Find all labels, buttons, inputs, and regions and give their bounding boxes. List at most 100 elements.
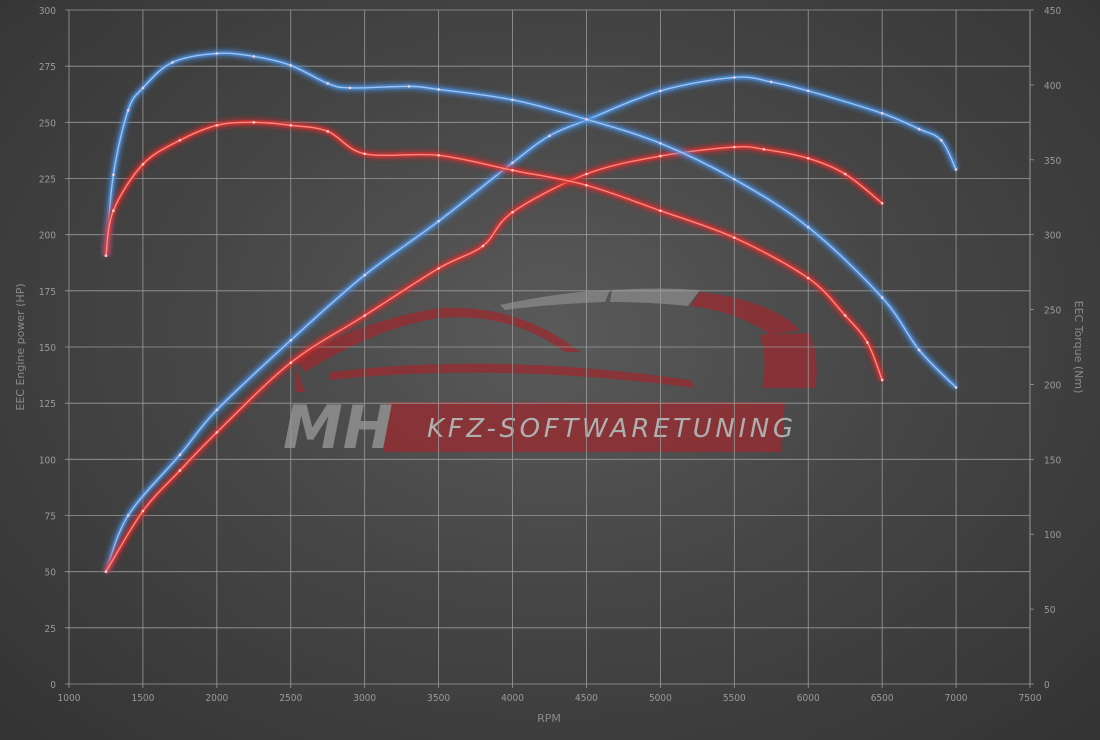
y2-tick-label: 450 xyxy=(1044,6,1061,17)
data-point xyxy=(437,88,440,91)
data-point xyxy=(104,570,108,573)
x-tick-label: 7500 xyxy=(1019,693,1042,704)
y2-tick-label: 200 xyxy=(1044,380,1061,391)
data-point xyxy=(585,172,588,176)
y2-tick-label: 0 xyxy=(1044,680,1050,691)
y2-tick-label: 50 xyxy=(1044,605,1056,616)
data-point xyxy=(843,172,847,176)
data-point xyxy=(363,314,366,317)
x-tick-label: 5500 xyxy=(723,693,746,704)
data-point xyxy=(880,201,884,205)
data-point xyxy=(880,378,884,382)
data-point xyxy=(880,112,884,115)
data-point xyxy=(917,127,921,131)
data-point xyxy=(326,82,330,85)
y-tick-label: 0 xyxy=(50,680,56,691)
y-tick-label: 250 xyxy=(39,118,56,129)
y-tick-label: 50 xyxy=(45,568,57,579)
data-point xyxy=(215,124,219,127)
data-point xyxy=(733,177,736,181)
data-point xyxy=(348,86,352,90)
data-point xyxy=(917,348,921,352)
data-point xyxy=(215,431,219,434)
data-point xyxy=(215,52,219,55)
data-point xyxy=(954,168,958,171)
data-point xyxy=(769,80,773,84)
data-point xyxy=(806,225,810,229)
data-point xyxy=(326,130,330,133)
x-tick-label: 6000 xyxy=(797,693,820,704)
y-tick-label: 175 xyxy=(39,287,56,298)
data-point xyxy=(806,276,810,280)
x-tick-label: 1000 xyxy=(58,693,81,704)
x-tick-label: 7000 xyxy=(945,693,968,704)
data-point xyxy=(548,134,551,138)
data-point xyxy=(806,156,810,160)
data-point xyxy=(437,219,440,223)
data-point xyxy=(437,153,440,157)
data-point xyxy=(289,64,293,67)
data-point xyxy=(104,254,108,257)
blue-torque-line-glow xyxy=(103,50,958,390)
y-tick-label: 275 xyxy=(39,62,56,73)
data-point xyxy=(252,55,256,58)
y2-tick-label: 350 xyxy=(1044,156,1061,167)
watermark-logo: MH KFZ-SOFTWARETUNING xyxy=(283,288,817,463)
data-point xyxy=(112,173,115,177)
data-point xyxy=(659,209,662,213)
data-point xyxy=(843,314,847,317)
data-point xyxy=(141,509,145,513)
data-point xyxy=(252,121,256,124)
data-point xyxy=(733,76,736,79)
data-point xyxy=(954,386,958,389)
data-point xyxy=(585,183,588,187)
data-point xyxy=(511,168,514,172)
x-tick-label: 3000 xyxy=(353,693,376,704)
x-axis-label: RPM xyxy=(537,712,561,725)
data-point xyxy=(171,61,174,64)
data-point xyxy=(215,408,219,412)
y-tick-label: 150 xyxy=(39,343,56,354)
y2-tick-label: 250 xyxy=(1044,306,1061,317)
x-tick-label: 3500 xyxy=(427,693,450,704)
data-point xyxy=(363,152,366,156)
y-tick-label: 200 xyxy=(39,231,56,242)
data-point xyxy=(112,209,115,213)
y2-tick-label: 150 xyxy=(1044,455,1061,466)
logo-mh: MH xyxy=(283,393,393,463)
data-point xyxy=(363,273,366,277)
x-tick-label: 2000 xyxy=(205,693,228,704)
data-point xyxy=(178,453,182,457)
data-point xyxy=(866,341,869,344)
data-point xyxy=(733,236,736,239)
data-point xyxy=(437,267,440,270)
y2-tick-label: 400 xyxy=(1044,81,1061,92)
data-point xyxy=(126,514,130,517)
x-tick-label: 2500 xyxy=(279,693,302,704)
y2-tick-label: 300 xyxy=(1044,231,1061,242)
data-point xyxy=(178,139,182,142)
data-point xyxy=(762,147,766,151)
data-point xyxy=(141,162,145,166)
y-tick-label: 300 xyxy=(39,6,56,17)
data-point xyxy=(141,86,145,90)
data-point xyxy=(511,161,514,165)
y-axis-label: EEC Engine power (HP) xyxy=(14,283,27,410)
data-point xyxy=(733,145,736,149)
data-point xyxy=(585,118,588,121)
data-point xyxy=(659,89,662,93)
data-point xyxy=(880,296,884,299)
data-point xyxy=(407,85,411,88)
y-tick-label: 25 xyxy=(45,624,56,635)
data-point xyxy=(481,244,485,248)
x-tick-label: 4000 xyxy=(501,693,524,704)
y-tick-label: 75 xyxy=(45,512,56,523)
red-power-line xyxy=(105,145,883,573)
y-tick-label: 225 xyxy=(39,175,56,186)
x-tick-label: 4500 xyxy=(575,693,598,704)
data-point xyxy=(939,139,943,142)
x-tick-label: 5000 xyxy=(649,693,672,704)
y2-tick-label: 100 xyxy=(1044,530,1061,541)
y2-axis-label: EEC Torque (Nm) xyxy=(1072,301,1085,394)
